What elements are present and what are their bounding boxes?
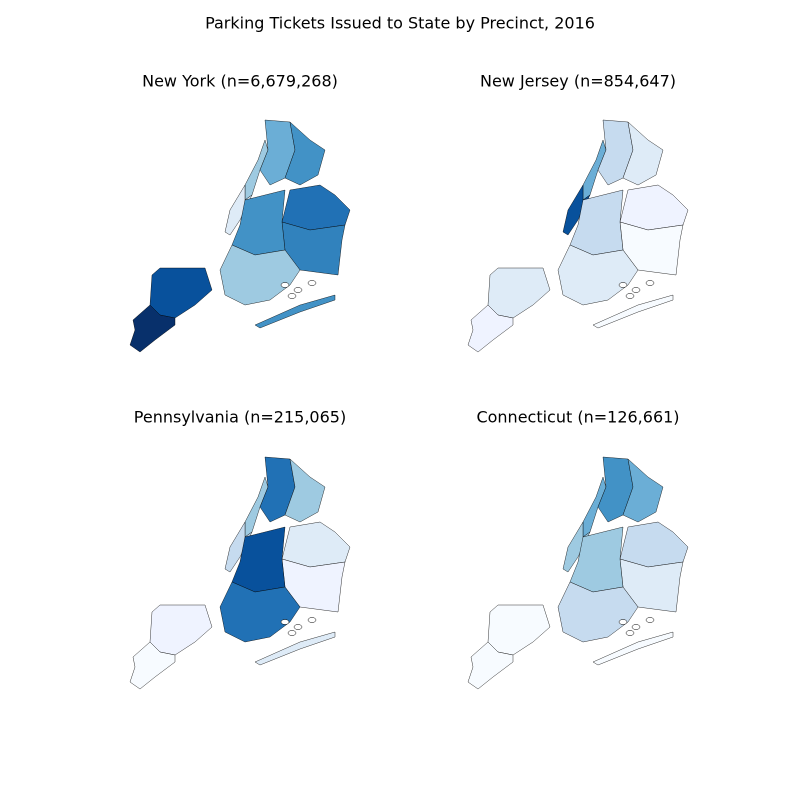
island [631,624,641,630]
island [625,293,635,299]
island [293,624,303,630]
panel-title: Pennsylvania (n=215,065) [134,408,346,427]
island [280,282,290,288]
precinct-region [467,641,514,690]
precinct-region [219,581,301,643]
borough-map [129,456,351,690]
island [293,287,303,293]
precinct-region [149,604,213,656]
precinct-region [562,184,591,236]
island [618,619,628,625]
borough-map [129,119,351,353]
island [287,630,297,636]
island [625,630,635,636]
precinct-region [562,521,591,573]
precinct-region [619,521,689,568]
panel-title: Connecticut (n=126,661) [476,408,679,427]
precinct-region [254,294,336,329]
island [307,280,317,286]
panel-title: New Jersey (n=854,647) [480,72,676,91]
borough-map [467,119,689,353]
precinct-region [619,184,689,231]
precinct-region [254,631,336,666]
maps [129,119,689,690]
precinct-region [284,458,326,523]
precinct-region [592,631,674,666]
precinct-region [467,304,514,353]
island [618,282,628,288]
precinct-region [557,581,639,643]
precinct-region [281,184,351,231]
precinct-region [284,121,326,186]
precinct-region [281,521,351,568]
precinct-region [487,267,551,319]
precinct-region [224,184,253,236]
figure-title: Parking Tickets Issued to State by Preci… [205,14,595,33]
precinct-region [129,304,176,353]
precinct-region [219,244,301,306]
precinct-region [129,641,176,690]
island [280,619,290,625]
precinct-region [149,267,213,319]
island [307,617,317,623]
panel-title: New York (n=6,679,268) [142,72,338,91]
island [645,280,655,286]
precinct-region [487,604,551,656]
precinct-region [592,294,674,329]
island [631,287,641,293]
precinct-region [622,458,664,523]
precinct-region [622,121,664,186]
island [645,617,655,623]
island [287,293,297,299]
precinct-region [557,244,639,306]
precinct-region [224,521,253,573]
borough-map [467,456,689,690]
